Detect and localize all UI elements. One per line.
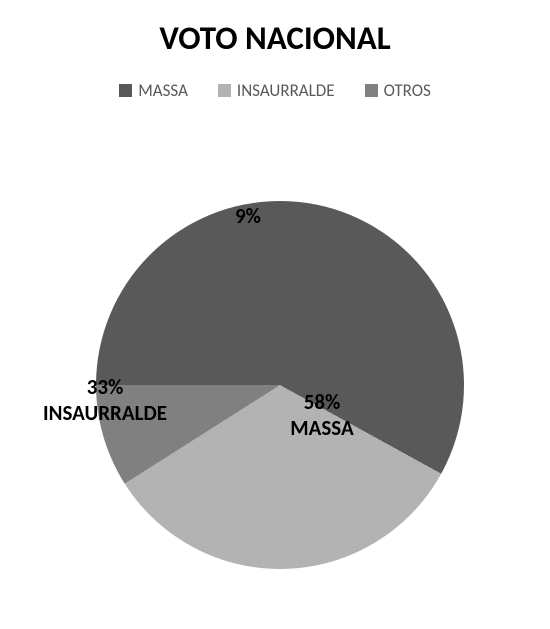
slice-name: MASSA xyxy=(290,415,353,441)
slice-name: INSAURRALDE xyxy=(43,400,167,426)
legend-item-massa: MASSA xyxy=(119,80,188,101)
slice-pct: 9% xyxy=(235,203,261,229)
legend-swatch xyxy=(365,84,378,97)
legend-item-otros: OTROS xyxy=(365,80,431,101)
slice-label-massa: 58% MASSA xyxy=(290,389,353,442)
legend-swatch xyxy=(119,84,132,97)
legend: MASSA INSAURRALDE OTROS xyxy=(0,80,550,101)
legend-label: OTROS xyxy=(384,80,431,101)
slice-pct: 58% xyxy=(304,389,341,415)
legend-swatch xyxy=(218,84,231,97)
legend-label: INSAURRALDE xyxy=(237,80,335,101)
chart-title: VOTO NACIONAL xyxy=(0,0,550,58)
slice-label-insaurralde: 33% INSAURRALDE xyxy=(43,374,167,427)
legend-item-insaurralde: INSAURRALDE xyxy=(218,80,335,101)
legend-label: MASSA xyxy=(138,80,188,101)
slice-pct: 33% xyxy=(87,374,124,400)
pie-chart: 58% MASSA 33% INSAURRALDE 9% xyxy=(0,101,550,581)
slice-label-otros: 9% xyxy=(235,203,261,229)
